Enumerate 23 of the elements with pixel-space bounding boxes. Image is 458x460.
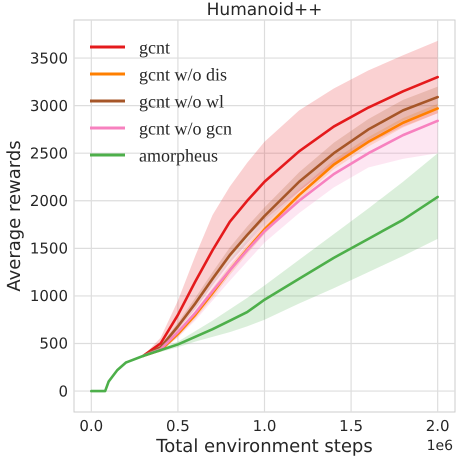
y-tick-label: 0 xyxy=(58,382,68,400)
y-tick-label: 1500 xyxy=(30,240,68,258)
x-axis-title: Total environment steps xyxy=(155,436,373,457)
text: 1e6 xyxy=(426,438,454,454)
x-tick-label: 1.0 xyxy=(252,417,276,435)
y-tick-label: 3000 xyxy=(30,96,68,115)
y-tick-label: 500 xyxy=(39,334,68,353)
chart-title: Humanoid++ xyxy=(206,0,322,20)
legend-label: amorpheus xyxy=(139,145,218,166)
x-tick-label: 0.5 xyxy=(166,417,190,435)
y-tick-label: 1000 xyxy=(30,287,68,306)
legend-label: gcnt w/o wl xyxy=(139,91,224,112)
x-tick-label: 1.5 xyxy=(339,417,364,435)
y-tick-label: 2000 xyxy=(30,192,68,210)
legend-label: gcnt w/o gcn xyxy=(139,118,232,138)
legend-label: gcnt w/o dis xyxy=(139,64,227,84)
y-tick-label: 2500 xyxy=(30,144,68,162)
y-axis-title: Average rewards xyxy=(4,140,25,292)
x-tick-label: 2.0 xyxy=(426,417,450,435)
line-series xyxy=(90,196,439,392)
legend-label: gcnt xyxy=(139,37,170,58)
y-tick-label: 3500 xyxy=(30,49,68,68)
x-tick-label: 0.0 xyxy=(79,417,104,435)
